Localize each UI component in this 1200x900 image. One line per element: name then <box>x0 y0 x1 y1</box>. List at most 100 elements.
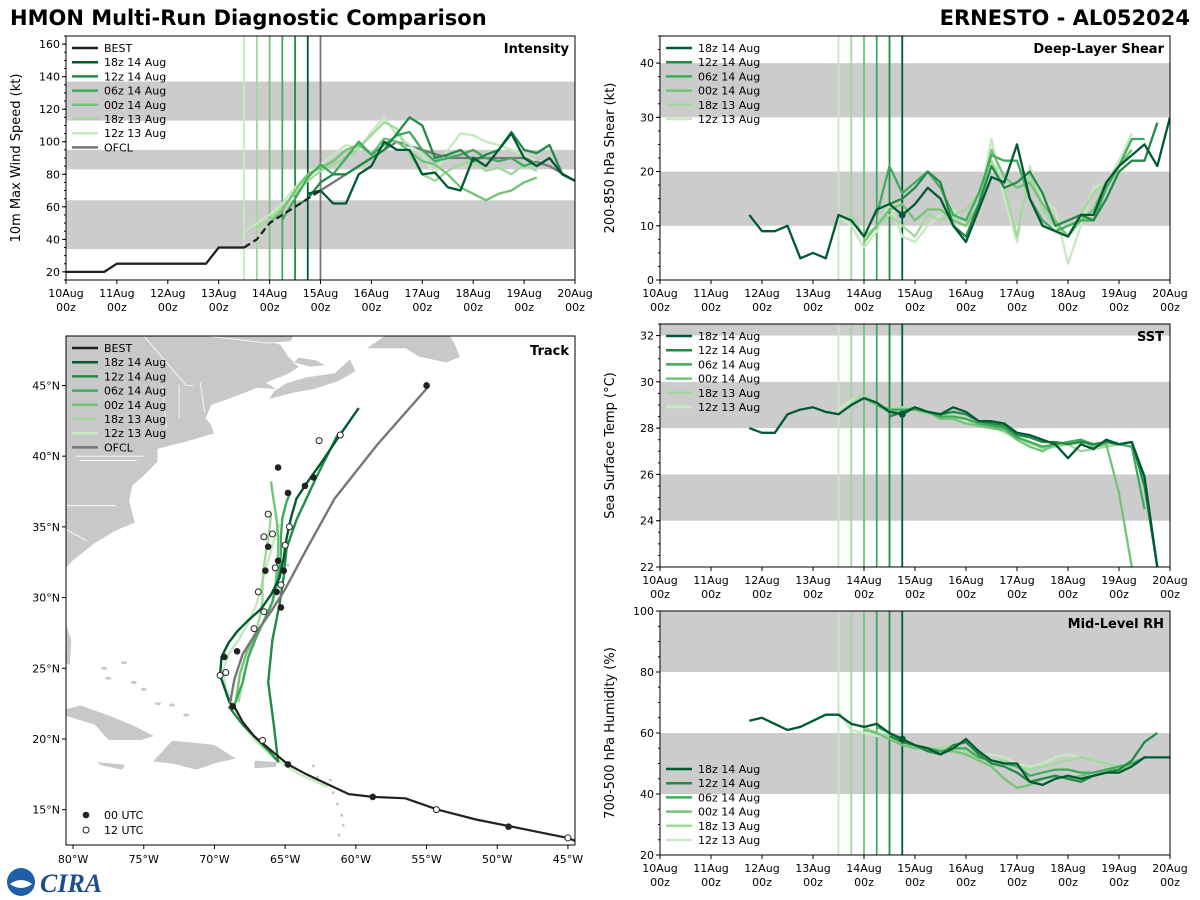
pei-land <box>292 356 328 368</box>
panel-rh: 2040608010010Aug00z11Aug00z12Aug00z13Aug… <box>603 605 1188 889</box>
puerto-rico-land <box>253 759 278 770</box>
marker-12utc <box>315 437 323 445</box>
legend-label: 18z 13 Aug <box>104 113 166 126</box>
lon-tick-label: 60°W <box>341 853 371 866</box>
x-tick-label: 00z <box>362 301 382 314</box>
legend-label: 12z 14 Aug <box>104 370 166 383</box>
x-tick-label: 11Aug <box>693 287 728 300</box>
x-tick-label: 12Aug <box>744 287 779 300</box>
small-island <box>316 775 320 779</box>
series-line-18z-14-aug <box>749 713 1170 787</box>
legend-label: 18z 14 Aug <box>698 763 760 776</box>
x-tick-label: 10Aug <box>642 287 677 300</box>
series-line-12z-14-aug <box>889 122 1159 238</box>
x-tick-label: 00z <box>1058 588 1078 601</box>
x-tick-label: 10Aug <box>642 574 677 587</box>
bahamas-islet <box>101 666 108 670</box>
series-line-18z-14-aug <box>748 396 1159 567</box>
x-tick-label: 16Aug <box>948 287 983 300</box>
legend-label: 18z 14 Aug <box>698 330 760 343</box>
marker-00utc <box>229 703 237 710</box>
x-tick-label: 00z <box>650 301 670 314</box>
x-tick-label: 00z <box>1058 876 1078 889</box>
x-tick-label: 00z <box>956 876 976 889</box>
shaded-band <box>660 733 1170 794</box>
marker-12utc <box>277 581 285 589</box>
legend-label: 18z 14 Aug <box>104 56 166 69</box>
y-tick-label: 30 <box>640 376 654 389</box>
y-tick-label: 40 <box>640 788 654 801</box>
x-tick-label: 12Aug <box>744 862 779 875</box>
marker-00utc <box>264 543 272 550</box>
marker-12utc <box>281 541 289 549</box>
cuba-land <box>66 704 157 741</box>
panel-title: Mid-Level RH <box>1068 617 1164 632</box>
legend-label: 18z 13 Aug <box>104 413 166 426</box>
y-axis-label: Sea Surface Temp (°C) <box>603 372 618 519</box>
cira-logo: CIRA <box>7 868 102 898</box>
marker-00utc <box>221 653 228 661</box>
panel-title: Track <box>530 344 569 359</box>
x-tick-label: 00z <box>752 301 772 314</box>
panel-sst: 22242628303210Aug00z11Aug00z12Aug00z13Au… <box>603 323 1188 601</box>
marker-12utc <box>260 608 268 616</box>
marker-12utc <box>259 736 267 744</box>
shaded-band <box>660 611 1170 672</box>
noaa-bird-icon <box>10 880 32 888</box>
x-tick-label: 00z <box>854 301 874 314</box>
marker-00utc <box>284 761 292 768</box>
x-tick-label: 00z <box>803 301 823 314</box>
x-tick-label: 00z <box>752 876 772 889</box>
newfoundland-land <box>364 336 462 364</box>
gaspe-land <box>207 336 295 344</box>
marker-12utc <box>285 523 293 531</box>
x-tick-label: 00z <box>412 301 432 314</box>
x-tick-label: 17Aug <box>999 574 1034 587</box>
x-tick-label: 15Aug <box>897 862 932 875</box>
panel-title: SST <box>1137 330 1164 345</box>
x-tick-label: 00z <box>701 588 721 601</box>
series-line-06z-14-aug <box>281 130 538 221</box>
x-tick-label: 17Aug <box>999 862 1034 875</box>
marker-12utc <box>432 806 440 814</box>
x-tick-label: 16Aug <box>948 862 983 875</box>
bahamas-islet <box>169 703 176 707</box>
marker-12utc <box>336 431 344 439</box>
north-america-land <box>66 336 300 666</box>
x-tick-label: 13Aug <box>795 287 830 300</box>
legend-label: 00 UTC <box>104 809 144 822</box>
x-tick-label: 10Aug <box>642 862 677 875</box>
current-marker <box>898 410 906 418</box>
legend-label: 00z 14 Aug <box>698 85 760 98</box>
x-tick-label: 00z <box>565 301 585 314</box>
small-island <box>337 833 341 837</box>
x-tick-label: 20Aug <box>1152 287 1187 300</box>
legend-marker-00utc <box>82 811 90 819</box>
panel-shear: 01020304010Aug00z11Aug00z12Aug00z13Aug00… <box>603 35 1188 314</box>
x-tick-label: 16Aug <box>948 574 983 587</box>
marker-12utc <box>216 671 224 679</box>
series-line-00z-14-aug <box>863 728 1133 790</box>
legend-label: 12 UTC <box>104 824 144 837</box>
lat-tick-label: 15°N <box>32 804 60 817</box>
marker-00utc <box>274 557 282 565</box>
figure-title: HMON Multi-Run Diagnostic Comparison <box>10 6 487 30</box>
x-tick-label: 00z <box>514 301 534 314</box>
legend-label: BEST <box>104 342 132 355</box>
legend-label: 06z 14 Aug <box>104 385 166 398</box>
lon-tick-label: 55°W <box>411 853 441 866</box>
shaded-band <box>660 474 1170 521</box>
x-tick-label: 00z <box>701 301 721 314</box>
y-tick-label: 100 <box>39 136 60 149</box>
x-tick-label: 00z <box>803 876 823 889</box>
legend-label: 06z 14 Aug <box>698 70 760 83</box>
legend-label: 12z 14 Aug <box>698 777 760 790</box>
legend-label: OFCL <box>104 141 134 154</box>
x-tick-label: 00z <box>752 588 772 601</box>
x-tick-label: 15Aug <box>897 287 932 300</box>
bahamas-islet <box>183 713 190 717</box>
track-line-ofcl <box>228 384 431 704</box>
y-axis-label: 10m Max Wind Speed (kt) <box>9 74 24 243</box>
marker-00utc <box>284 489 292 497</box>
x-tick-label: 00z <box>1109 588 1129 601</box>
